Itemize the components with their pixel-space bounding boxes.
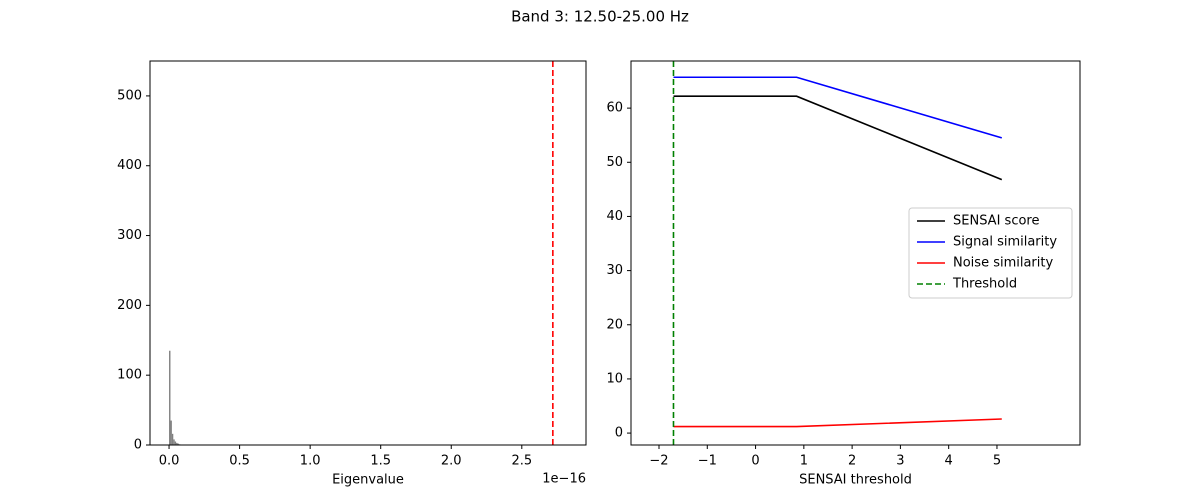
- x-tick-label: −1: [698, 454, 717, 469]
- x-tick-label: 0.5: [229, 454, 250, 469]
- series-line: [673, 76, 1003, 139]
- axes-frame: [149, 60, 587, 446]
- y-tick-label: 500: [117, 88, 142, 103]
- x-tick-label: 1.0: [300, 454, 321, 469]
- y-tick-label: 40: [606, 209, 623, 224]
- x-tick-label: −2: [649, 454, 668, 469]
- y-tick-label: 60: [606, 101, 623, 116]
- series-line: [673, 418, 1002, 428]
- axes-frame: [630, 60, 1081, 446]
- y-tick-label: 10: [606, 371, 623, 386]
- histogram-bar: [174, 441, 177, 445]
- x-tick-label: 2.5: [511, 454, 532, 469]
- x-tick-label: 2.0: [441, 454, 462, 469]
- x-tick-label: 5: [993, 454, 1001, 469]
- histogram-bar: [177, 443, 179, 445]
- y-tick-label: 0: [615, 426, 623, 441]
- figure-title: Band 3: 12.50-25.00 Hz: [511, 8, 689, 26]
- histogram-bar: [173, 439, 175, 445]
- y-tick-label: 200: [117, 298, 142, 313]
- histogram-bar: [170, 420, 172, 445]
- y-tick-label: 0: [134, 438, 142, 453]
- y-tick-label: 300: [117, 228, 142, 243]
- x-axis-label: SENSAI threshold: [799, 473, 912, 488]
- legend-label: SENSAI score: [953, 214, 1039, 229]
- y-tick-label: 100: [117, 368, 142, 383]
- series-line: [673, 95, 1003, 181]
- legend-label: Signal similarity: [953, 235, 1057, 250]
- x-axis-label: Eigenvalue: [332, 473, 404, 488]
- legend-label: Noise similarity: [953, 256, 1053, 271]
- legend-box: [908, 207, 1073, 299]
- x-tick-label: 2: [848, 454, 856, 469]
- histogram-bar: [169, 350, 171, 445]
- x-tick-label: 4: [945, 454, 953, 469]
- histogram-bar: [176, 442, 178, 445]
- x-tick-label: 0.0: [159, 454, 180, 469]
- x-tick-label: 1.5: [370, 454, 391, 469]
- histogram-bar: [171, 433, 174, 445]
- x-offset-text: 1e−16: [542, 472, 586, 487]
- legend-label: Threshold: [952, 277, 1017, 292]
- x-tick-label: 1: [800, 454, 808, 469]
- y-tick-label: 50: [606, 155, 623, 170]
- x-tick-label: 3: [896, 454, 904, 469]
- y-tick-label: 400: [117, 158, 142, 173]
- y-tick-label: 30: [606, 263, 623, 278]
- x-tick-label: 0: [751, 454, 759, 469]
- y-tick-label: 20: [606, 317, 623, 332]
